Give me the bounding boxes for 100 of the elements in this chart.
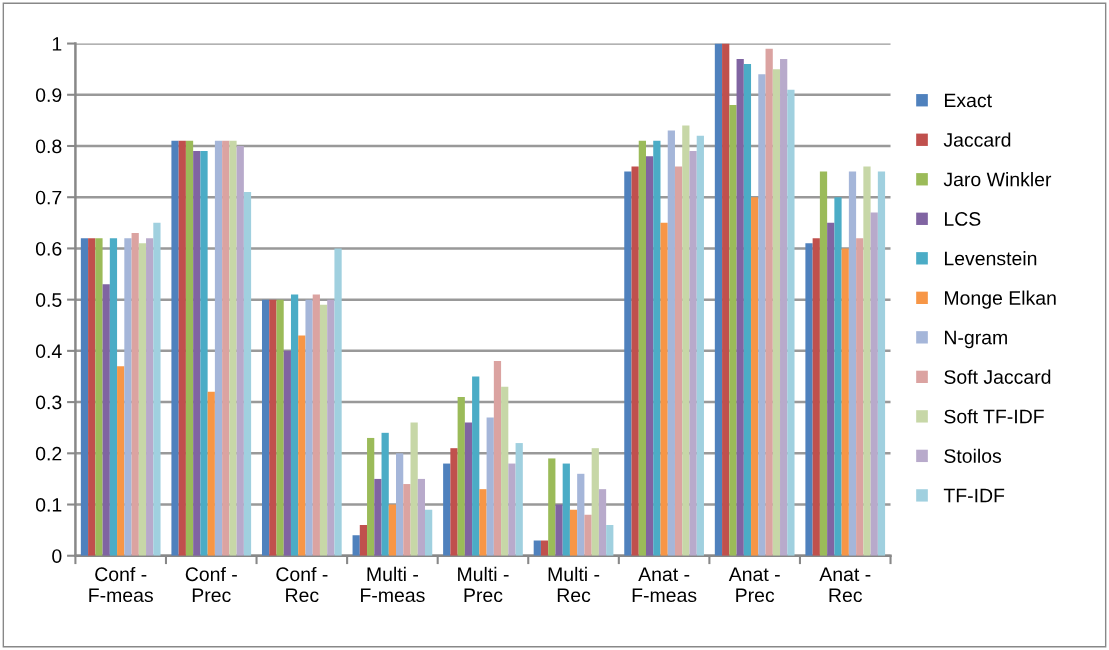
- bar: [819, 171, 828, 556]
- bar: [214, 140, 223, 556]
- legend-label: Jaro Winkler: [943, 172, 1052, 187]
- bar: [146, 238, 154, 556]
- bar: [765, 48, 773, 556]
- bar: [805, 243, 813, 556]
- bar: [243, 192, 252, 556]
- legend-label: N-gram: [945, 330, 1007, 349]
- bar: [877, 171, 886, 556]
- bar: [751, 197, 759, 556]
- y-tick-label: 0.8: [35, 139, 62, 154]
- bar: [591, 448, 599, 556]
- bar: [555, 504, 563, 556]
- bar: [689, 151, 697, 556]
- bar: [200, 151, 208, 556]
- bar: [870, 212, 878, 556]
- y-tick-label: 0: [52, 549, 62, 563]
- bar: [403, 484, 411, 556]
- bar: [493, 361, 502, 556]
- bar: [261, 299, 270, 556]
- bar: [171, 140, 179, 556]
- bar: [443, 463, 451, 556]
- bar: [305, 299, 313, 556]
- legend-label: Soft TF-IDF: [944, 409, 1044, 424]
- bar: [812, 238, 820, 556]
- bar: [102, 284, 110, 556]
- y-tick-label: 0.3: [35, 395, 62, 410]
- bar: [327, 299, 335, 556]
- bar: [548, 458, 556, 556]
- bar: [319, 304, 328, 556]
- legend-label: Levenstein: [945, 251, 1037, 266]
- legend-label: Exact: [945, 93, 992, 108]
- bar: [624, 171, 632, 556]
- y-tick-label: 0.4: [35, 344, 62, 359]
- bar: [236, 145, 244, 556]
- bar: [80, 238, 89, 556]
- bar: [827, 222, 835, 556]
- legend-label: TF-IDF: [943, 488, 1005, 503]
- bar: [841, 248, 849, 556]
- y-tick-label: 0.5: [35, 293, 62, 307]
- x-tick-label: Anat - Rec: [819, 567, 871, 603]
- bar: [193, 151, 201, 556]
- bar: [117, 366, 125, 556]
- bar: [396, 453, 404, 556]
- bar: [185, 140, 194, 556]
- x-tick-label: Multi - Rec: [548, 566, 600, 603]
- x-tick-label: Multi - Prec: [458, 566, 509, 603]
- bar: [772, 69, 781, 556]
- bar: [207, 391, 215, 556]
- bar: [856, 238, 864, 556]
- bar: [95, 238, 103, 556]
- bar: [312, 294, 320, 556]
- bar: [109, 238, 118, 556]
- y-tick-label: 0.1: [35, 498, 62, 512]
- bar: [178, 140, 186, 556]
- bar: [334, 248, 342, 556]
- x-tick-label: Anat - F-meas: [632, 567, 697, 603]
- bar: [696, 135, 704, 556]
- bar: [124, 238, 132, 556]
- bar: [417, 478, 426, 556]
- bar: [298, 335, 306, 556]
- bar: [562, 463, 570, 556]
- bar: [863, 166, 871, 556]
- x-tick-label: Conf - Rec: [276, 566, 328, 603]
- bar: [638, 140, 646, 556]
- bar: [359, 525, 368, 556]
- bar: [479, 489, 487, 556]
- bar: [457, 396, 465, 556]
- bar: [450, 448, 458, 556]
- bar: [367, 437, 375, 556]
- bar: [88, 238, 96, 556]
- bar: [569, 509, 578, 556]
- bar: [736, 58, 744, 556]
- bar: [780, 58, 788, 556]
- bar: [131, 233, 139, 556]
- bar: [425, 509, 433, 556]
- bar: [276, 299, 284, 556]
- bar: [533, 540, 541, 556]
- bar: [269, 299, 277, 556]
- bar: [472, 376, 480, 556]
- bar: [501, 386, 509, 556]
- x-tick-label: Anat - Prec: [728, 567, 780, 603]
- bar: [388, 504, 397, 556]
- bar: [714, 43, 723, 556]
- bar: [290, 294, 299, 556]
- bar: [352, 535, 360, 556]
- bar: [660, 222, 668, 556]
- bar: [667, 130, 675, 556]
- y-tick-label: 0.9: [35, 88, 62, 103]
- bar: [848, 171, 857, 556]
- bar: [381, 432, 389, 556]
- y-tick-label: 1: [52, 37, 62, 51]
- bar: [682, 125, 690, 556]
- bar: [153, 222, 161, 556]
- x-tick-label: Conf - F-meas: [89, 566, 153, 603]
- bar: [787, 89, 795, 556]
- bar: [222, 140, 230, 556]
- bar: [758, 74, 766, 556]
- bar: [631, 166, 639, 556]
- bar: [645, 156, 654, 556]
